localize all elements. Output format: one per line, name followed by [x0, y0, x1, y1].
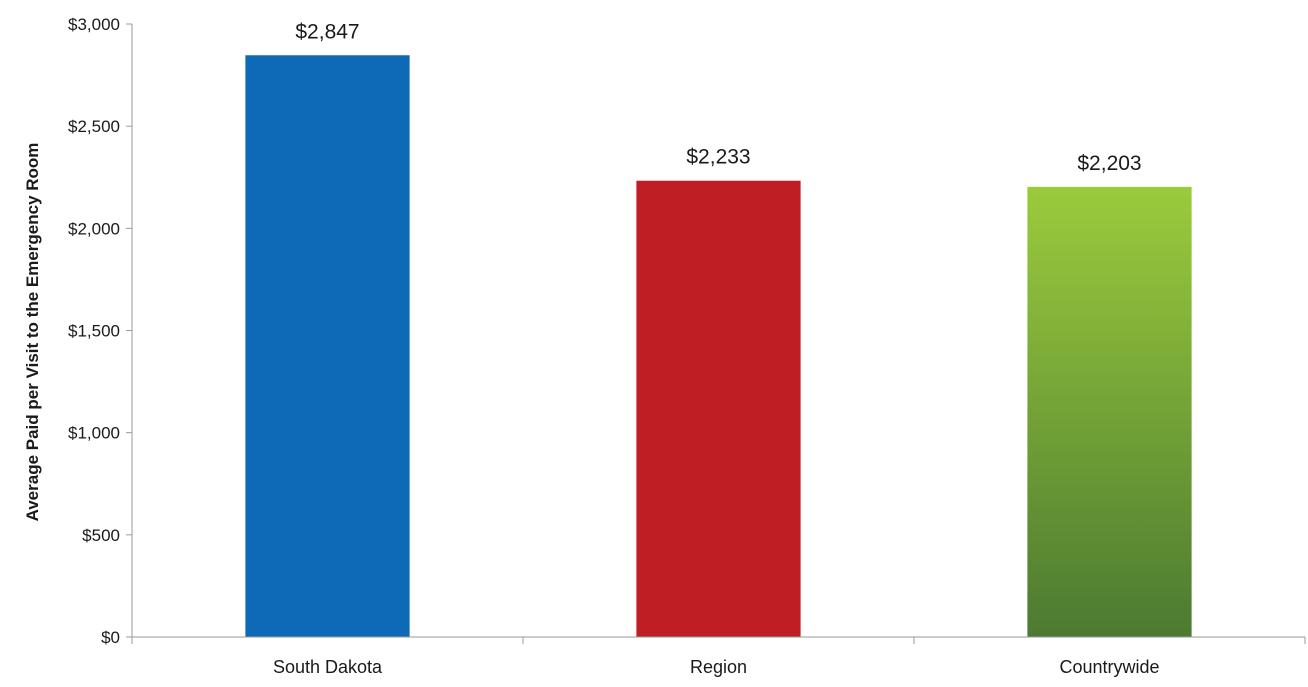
- y-axis-title: Average Paid per Visit to the Emergency …: [23, 143, 42, 522]
- x-category-label: South Dakota: [273, 657, 383, 677]
- x-axis: South Dakota Region Countrywide: [131, 636, 1306, 677]
- y-tick-label: $1,500: [68, 322, 120, 341]
- y-axis: $0 $500 $1,000 $1,500 $2,000 $2,500 $3,000: [68, 15, 133, 647]
- y-tick-label: $0: [101, 628, 120, 647]
- bars: $2,847 $2,233 $2,203: [245, 20, 1192, 637]
- data-label: $2,203: [1077, 152, 1141, 175]
- bar-region: [636, 180, 801, 637]
- x-category-label: Region: [690, 657, 747, 677]
- bar-south-dakota: [245, 55, 410, 637]
- bar-countrywide: [1027, 186, 1192, 637]
- data-label: $2,233: [686, 146, 750, 169]
- y-tick-label: $2,000: [68, 219, 120, 238]
- y-tick-label: $2,500: [68, 117, 120, 136]
- y-tick-label: $1,000: [68, 424, 120, 443]
- y-tick-label: $500: [82, 526, 120, 545]
- x-category-label: Countrywide: [1059, 657, 1159, 677]
- data-label: $2,847: [295, 20, 359, 43]
- y-tick-label: $3,000: [68, 15, 120, 34]
